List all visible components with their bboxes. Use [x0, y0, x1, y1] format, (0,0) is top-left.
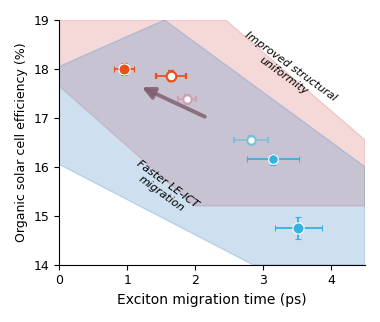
- X-axis label: Exciton migration time (ps): Exciton migration time (ps): [117, 293, 307, 307]
- Polygon shape: [59, 20, 365, 265]
- Y-axis label: Organic solar cell efficiency (%): Organic solar cell efficiency (%): [15, 43, 28, 242]
- Text: Improved structural
uniformity: Improved structural uniformity: [236, 30, 338, 113]
- Text: Faster LE-ICT
migration: Faster LE-ICT migration: [128, 158, 201, 219]
- Polygon shape: [59, 20, 365, 206]
